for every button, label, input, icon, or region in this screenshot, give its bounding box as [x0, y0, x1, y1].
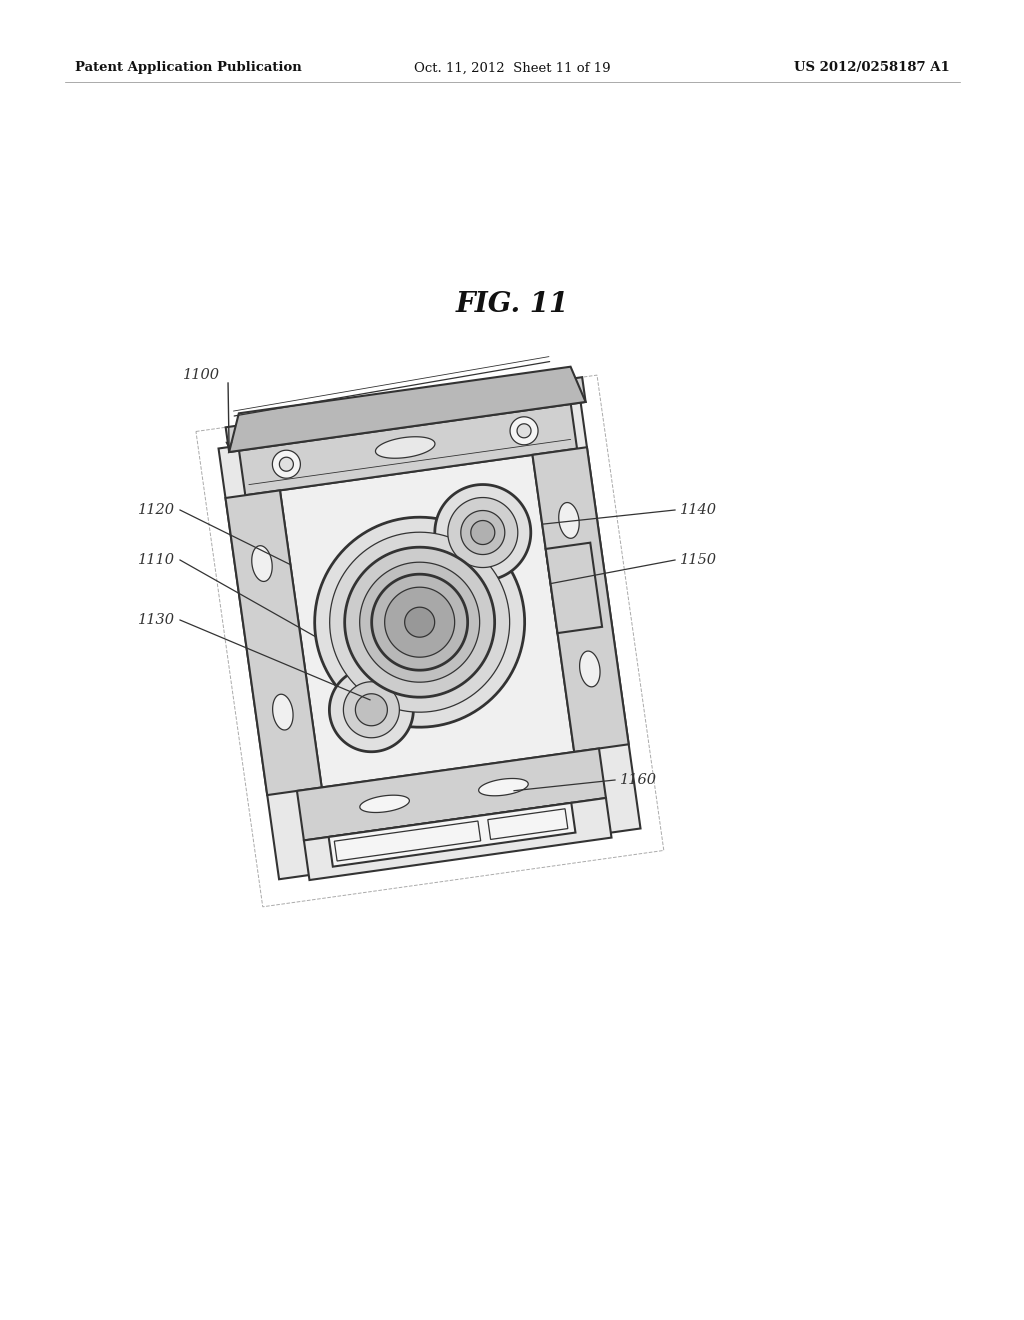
Polygon shape — [280, 455, 574, 788]
Polygon shape — [487, 809, 568, 840]
Polygon shape — [345, 548, 495, 697]
Polygon shape — [225, 378, 586, 451]
Polygon shape — [517, 424, 531, 438]
Text: 1100: 1100 — [183, 368, 220, 381]
Polygon shape — [343, 681, 399, 738]
Polygon shape — [359, 562, 479, 682]
Polygon shape — [546, 543, 602, 634]
Polygon shape — [510, 417, 538, 445]
Polygon shape — [239, 399, 578, 495]
Polygon shape — [272, 450, 300, 478]
Polygon shape — [447, 498, 518, 568]
Polygon shape — [355, 694, 387, 726]
Polygon shape — [559, 503, 580, 539]
Text: 1150: 1150 — [680, 553, 717, 568]
Polygon shape — [330, 668, 414, 752]
Polygon shape — [532, 447, 629, 752]
Polygon shape — [225, 490, 322, 795]
Polygon shape — [435, 484, 530, 581]
Polygon shape — [376, 437, 435, 458]
Polygon shape — [580, 651, 600, 686]
Polygon shape — [229, 367, 586, 451]
Text: US 2012/0258187 A1: US 2012/0258187 A1 — [795, 62, 950, 74]
Polygon shape — [330, 532, 510, 713]
Polygon shape — [329, 803, 575, 867]
Polygon shape — [372, 574, 468, 671]
Polygon shape — [404, 607, 434, 638]
Text: 1120: 1120 — [138, 503, 175, 517]
Text: FIG. 11: FIG. 11 — [456, 292, 568, 318]
Text: 1130: 1130 — [138, 612, 175, 627]
Polygon shape — [272, 694, 293, 730]
Polygon shape — [478, 779, 528, 796]
Text: 1140: 1140 — [680, 503, 717, 517]
Polygon shape — [218, 397, 641, 879]
Text: 1110: 1110 — [138, 553, 175, 568]
Polygon shape — [297, 748, 606, 841]
Polygon shape — [280, 457, 294, 471]
Polygon shape — [334, 821, 480, 861]
Polygon shape — [252, 545, 272, 581]
Text: Oct. 11, 2012  Sheet 11 of 19: Oct. 11, 2012 Sheet 11 of 19 — [414, 62, 610, 74]
Polygon shape — [461, 511, 505, 554]
Text: Patent Application Publication: Patent Application Publication — [75, 62, 302, 74]
Text: 1160: 1160 — [620, 774, 657, 787]
Polygon shape — [385, 587, 455, 657]
Polygon shape — [359, 795, 410, 813]
Polygon shape — [314, 517, 524, 727]
Polygon shape — [304, 799, 611, 880]
Polygon shape — [471, 520, 495, 545]
